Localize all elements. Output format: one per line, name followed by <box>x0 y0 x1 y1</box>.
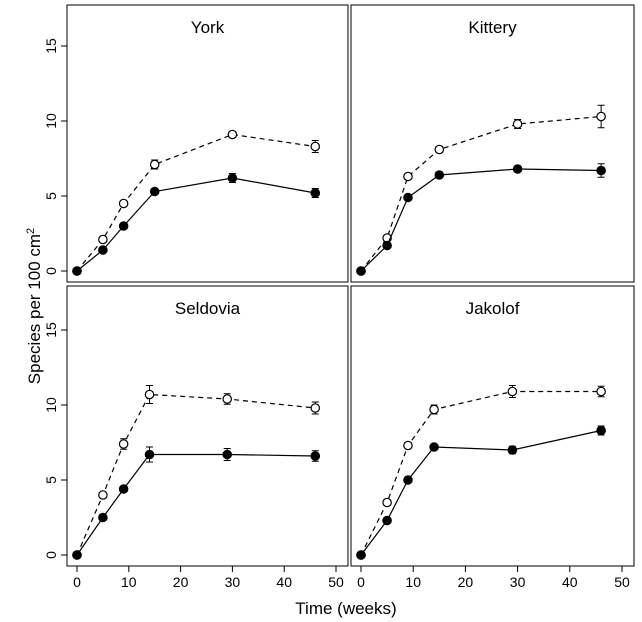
x-tick-label: 50 <box>328 574 344 590</box>
data-point-filled <box>356 266 366 276</box>
data-point-filled <box>144 449 155 460</box>
series-filled-solid <box>356 163 606 276</box>
x-tick-label: 0 <box>357 574 365 590</box>
x-tick-label: 30 <box>510 574 526 590</box>
data-point-filled <box>382 515 392 526</box>
panel-title: Jakolof <box>466 299 520 318</box>
data-point-filled <box>72 266 82 276</box>
x-axis-label: Time (weeks) <box>295 599 396 618</box>
panel-title: York <box>191 18 225 37</box>
data-point-filled <box>98 245 108 255</box>
y-tick-label: 0 <box>43 551 59 559</box>
series-line <box>360 115 602 272</box>
panel-frame <box>350 285 635 567</box>
series-open-dashed <box>356 385 606 560</box>
x-tick-label: 50 <box>614 574 630 590</box>
data-point-open <box>507 386 518 397</box>
y-axis-label-superscript: 2 <box>25 228 37 234</box>
x-tick-label: 40 <box>276 574 292 590</box>
series-open-dashed <box>72 129 321 276</box>
data-point-filled <box>512 164 523 174</box>
data-point-open <box>98 490 108 500</box>
data-point-filled <box>403 192 413 203</box>
y-tick-label: 5 <box>43 192 59 200</box>
data-point-filled <box>310 451 321 461</box>
data-point-open <box>403 171 413 182</box>
data-point-open <box>382 497 392 508</box>
panel-frame <box>66 285 349 567</box>
series-filled-solid <box>356 425 606 560</box>
x-tick-label: 20 <box>173 574 189 590</box>
data-point-open <box>227 129 238 140</box>
data-point-filled <box>149 186 160 197</box>
data-point-open <box>403 440 413 451</box>
data-point-filled <box>434 170 445 180</box>
panel-york: York 0 5 10 15 <box>43 4 349 283</box>
data-point-open <box>596 386 606 397</box>
series-line <box>76 177 316 272</box>
data-point-filled <box>222 449 233 460</box>
data-point-filled <box>118 484 129 494</box>
data-point-open <box>118 198 129 209</box>
panel-frame <box>350 4 635 283</box>
y-axis-label: Species per 100 cm2 <box>25 228 44 384</box>
y-tick-label: 15 <box>43 322 59 338</box>
panel-kittery: Kittery <box>350 4 635 283</box>
y-tick-label: 5 <box>43 476 59 484</box>
series-filled-solid <box>72 446 321 560</box>
series-open-dashed <box>72 385 321 560</box>
x-tick-label: 30 <box>225 574 241 590</box>
series-line <box>360 429 602 556</box>
y-axis-label-main: Species per 100 cm <box>25 234 44 384</box>
panel-seldovia: Seldovia 0 5 10 15 0 10 20 30 40 50 <box>43 285 349 590</box>
data-point-filled <box>118 221 129 231</box>
data-point-filled <box>382 240 392 251</box>
x-tick-label: 40 <box>562 574 578 590</box>
series-line <box>360 390 602 556</box>
panels-group: York 0 5 10 15 Kittery Seldovia 0 5 10 15 0 10 20 30 40… <box>43 4 635 590</box>
data-point-filled <box>507 445 518 455</box>
data-point-filled <box>310 188 321 198</box>
data-point-filled <box>429 442 439 452</box>
data-point-open <box>596 111 606 122</box>
y-tick-label: 15 <box>43 38 59 54</box>
data-point-open <box>98 234 108 245</box>
data-point-open <box>310 403 321 413</box>
data-point-filled <box>72 550 82 560</box>
panel-frame <box>66 4 349 283</box>
x-tick-label: 10 <box>121 574 137 590</box>
x-tick-label: 0 <box>73 574 81 590</box>
series-line <box>76 133 316 272</box>
data-point-open <box>118 439 129 449</box>
data-point-open <box>434 144 445 155</box>
data-point-open <box>512 119 523 129</box>
series-line <box>360 168 602 272</box>
series-line <box>76 393 316 556</box>
data-point-filled <box>356 550 366 560</box>
y-tick-label: 10 <box>43 397 59 413</box>
panel-title: Kittery <box>468 18 517 37</box>
x-tick-label: 20 <box>458 574 474 590</box>
y-tick-label: 10 <box>43 113 59 129</box>
data-point-filled <box>98 512 108 523</box>
data-point-filled <box>227 173 238 183</box>
data-point-open <box>429 404 439 415</box>
panel-title: Seldovia <box>175 299 241 318</box>
series-line <box>76 453 316 556</box>
data-point-open <box>310 141 321 152</box>
data-point-open <box>222 394 233 404</box>
data-point-open <box>149 159 160 170</box>
data-point-filled <box>403 475 413 485</box>
series-open-dashed <box>356 104 606 276</box>
data-point-filled <box>596 425 606 436</box>
y-tick-label: 0 <box>43 267 59 275</box>
x-tick-label: 10 <box>405 574 421 590</box>
data-point-open <box>144 389 155 400</box>
data-point-filled <box>596 165 606 176</box>
panel-jakolof: Jakolof 0 10 20 30 40 50 <box>350 285 635 590</box>
series-filled-solid <box>72 173 321 276</box>
